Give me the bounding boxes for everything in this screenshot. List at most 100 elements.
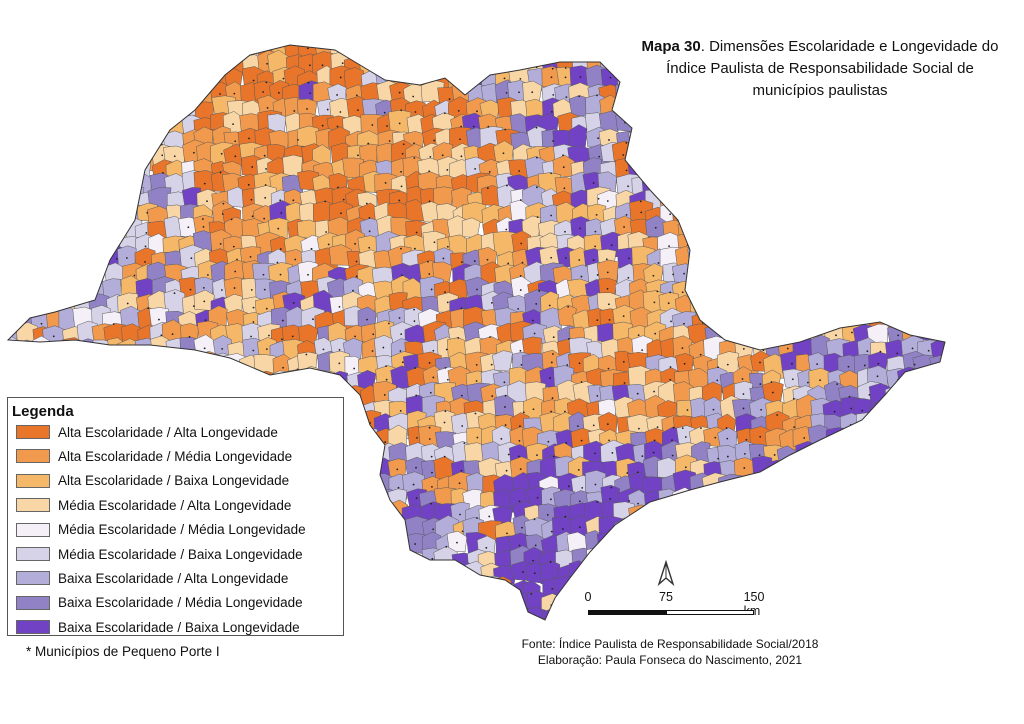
municipality-area bbox=[61, 201, 83, 227]
small-municipality-marker bbox=[415, 575, 417, 577]
small-municipality-marker bbox=[763, 633, 765, 635]
municipality-area bbox=[44, 45, 69, 61]
small-municipality-marker bbox=[428, 170, 431, 173]
small-municipality-marker bbox=[952, 428, 954, 430]
small-municipality-marker bbox=[696, 257, 699, 260]
municipality-area bbox=[32, 372, 58, 395]
small-municipality-marker bbox=[906, 377, 909, 380]
small-municipality-marker bbox=[159, 111, 162, 114]
small-municipality-marker bbox=[443, 421, 446, 424]
municipality-area bbox=[672, 201, 695, 222]
municipality-area bbox=[12, 140, 33, 168]
municipality-area bbox=[869, 551, 894, 575]
municipality-area bbox=[779, 592, 804, 615]
municipality-area bbox=[748, 246, 773, 271]
small-municipality-marker bbox=[55, 381, 58, 384]
small-municipality-marker bbox=[53, 169, 56, 172]
small-municipality-marker bbox=[486, 187, 489, 190]
municipality-area bbox=[765, 501, 789, 526]
small-municipality-marker bbox=[339, 111, 342, 113]
municipality-area bbox=[902, 591, 922, 613]
municipality-area bbox=[707, 144, 727, 171]
small-municipality-marker bbox=[476, 517, 478, 519]
municipality-area bbox=[928, 251, 945, 275]
municipality-area bbox=[74, 248, 94, 272]
small-municipality-marker bbox=[532, 408, 535, 411]
small-municipality-marker bbox=[864, 153, 867, 156]
small-municipality-marker bbox=[807, 497, 810, 499]
municipality-area bbox=[705, 532, 728, 554]
municipality-area bbox=[931, 500, 945, 526]
small-municipality-marker bbox=[756, 171, 759, 174]
small-municipality-marker bbox=[82, 127, 84, 130]
small-municipality-marker bbox=[504, 394, 507, 397]
municipality-area bbox=[748, 141, 770, 167]
municipality-area bbox=[765, 203, 790, 225]
municipality-area bbox=[73, 45, 96, 60]
small-municipality-marker bbox=[396, 468, 399, 471]
small-municipality-marker bbox=[805, 168, 808, 171]
small-municipality-marker bbox=[351, 528, 353, 531]
small-municipality-marker bbox=[398, 91, 401, 94]
small-municipality-marker bbox=[132, 66, 134, 68]
municipality-area bbox=[346, 473, 367, 500]
small-municipality-marker bbox=[669, 213, 672, 216]
small-municipality-marker bbox=[638, 427, 640, 430]
municipality-area bbox=[763, 550, 786, 570]
small-municipality-marker bbox=[305, 353, 308, 356]
small-municipality-marker bbox=[71, 275, 74, 278]
small-municipality-marker bbox=[262, 273, 265, 276]
small-municipality-marker bbox=[384, 632, 386, 634]
municipality-area bbox=[27, 110, 48, 136]
municipality-area bbox=[358, 488, 379, 513]
small-municipality-marker bbox=[266, 107, 269, 109]
small-municipality-marker bbox=[369, 512, 372, 515]
small-municipality-marker bbox=[861, 409, 864, 412]
municipality-area bbox=[912, 519, 937, 544]
small-municipality-marker bbox=[686, 409, 689, 411]
municipality-area bbox=[8, 83, 25, 109]
small-municipality-marker bbox=[552, 336, 555, 339]
small-municipality-marker bbox=[112, 323, 115, 325]
small-municipality-marker bbox=[725, 427, 728, 429]
municipality-area bbox=[631, 143, 653, 166]
municipality-area bbox=[72, 217, 94, 242]
municipality-area bbox=[466, 45, 486, 62]
municipality-area bbox=[779, 310, 803, 332]
municipality-area bbox=[852, 235, 876, 258]
municipality-area bbox=[461, 217, 481, 238]
municipality-area bbox=[16, 45, 38, 61]
small-municipality-marker bbox=[352, 619, 355, 620]
municipality-area bbox=[747, 159, 768, 184]
small-municipality-marker bbox=[252, 321, 255, 323]
small-municipality-marker bbox=[538, 290, 541, 292]
municipality-area bbox=[882, 548, 906, 575]
small-municipality-marker bbox=[533, 518, 536, 521]
municipality-area bbox=[761, 308, 784, 332]
small-municipality-marker bbox=[667, 302, 670, 305]
municipality-area bbox=[47, 341, 71, 363]
small-municipality-marker bbox=[596, 94, 598, 97]
municipality-area bbox=[764, 110, 785, 132]
municipality-area bbox=[883, 219, 905, 242]
municipality-area bbox=[689, 265, 711, 288]
municipality-area bbox=[103, 215, 125, 238]
municipality-area bbox=[62, 45, 83, 58]
municipality-area bbox=[8, 291, 23, 311]
municipality-area bbox=[764, 188, 786, 212]
small-municipality-marker bbox=[578, 362, 581, 365]
small-municipality-marker bbox=[730, 127, 732, 130]
small-municipality-marker bbox=[563, 187, 566, 190]
small-municipality-marker bbox=[186, 94, 188, 97]
small-municipality-marker bbox=[654, 332, 657, 335]
small-municipality-marker bbox=[759, 361, 761, 364]
municipality-area bbox=[944, 293, 945, 316]
municipality-area bbox=[705, 516, 730, 543]
municipality-area bbox=[90, 128, 115, 151]
municipality-area bbox=[914, 218, 936, 244]
municipality-area bbox=[74, 155, 95, 181]
small-municipality-marker bbox=[717, 366, 719, 369]
scale-label-mid: 75 bbox=[659, 590, 673, 604]
municipality-area bbox=[902, 426, 924, 451]
municipality-area bbox=[792, 98, 816, 124]
